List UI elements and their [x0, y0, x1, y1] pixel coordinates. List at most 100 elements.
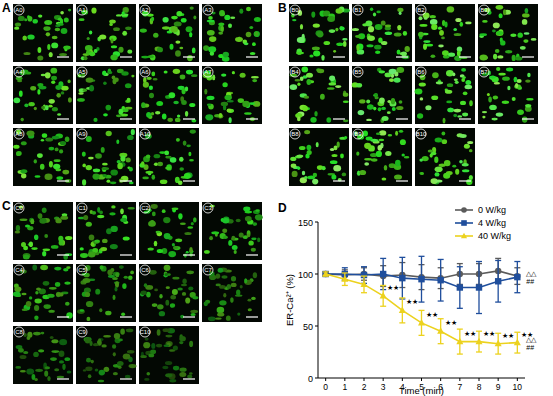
cell: [59, 53, 67, 56]
micrograph: A8: [13, 128, 73, 186]
micrograph: C7: [202, 264, 262, 322]
micrograph-bg: [415, 128, 475, 186]
micrograph: C1: [76, 202, 136, 260]
legend-marker: [461, 207, 467, 213]
cell: [125, 83, 132, 88]
cell: [16, 225, 20, 231]
cell: [111, 205, 115, 208]
cell: [123, 108, 129, 112]
cell: [462, 169, 469, 172]
cell: [58, 236, 63, 242]
cell: [211, 231, 219, 234]
micrograph-bg: [13, 264, 73, 322]
legend: 0 W/kg4 W/kg40 W/kg: [455, 205, 511, 241]
x-tick: [479, 378, 480, 381]
cell: [457, 51, 461, 57]
cell: [364, 158, 372, 161]
cell: [156, 231, 161, 234]
cell: [35, 175, 41, 178]
tile-badge: [140, 67, 150, 77]
cell: [113, 372, 118, 375]
cell: [209, 236, 213, 240]
cell: [93, 169, 100, 173]
tile-label: C4: [15, 267, 23, 273]
tile-badge: [77, 327, 87, 337]
cell: [489, 75, 495, 78]
y-tick-label: 150: [298, 218, 313, 228]
cell: [469, 149, 473, 152]
error-bar: [514, 332, 520, 353]
cell: [173, 69, 180, 74]
y-tick: [315, 326, 318, 327]
cell: [153, 33, 158, 38]
cell: [247, 230, 251, 236]
scale-bar: [57, 316, 69, 317]
cell: [151, 17, 154, 21]
cell: [252, 222, 257, 226]
cell: [438, 27, 442, 30]
scale-bar: [57, 378, 69, 379]
x-tick-label: 9: [496, 382, 501, 392]
cell: [44, 234, 48, 238]
cell: [33, 352, 39, 357]
cell: [44, 20, 52, 25]
micrograph-bg: [76, 326, 136, 384]
scale-bar: [183, 118, 195, 119]
cell: [321, 55, 324, 61]
cell: [62, 364, 65, 370]
cell: [88, 157, 94, 160]
tile-label: A10: [140, 131, 151, 137]
cell: [191, 74, 197, 77]
cell: [94, 240, 100, 243]
cell: [379, 130, 386, 135]
cell: [102, 71, 106, 76]
tile-label: C6: [141, 267, 149, 273]
cell: [297, 167, 300, 170]
series-line: [326, 274, 518, 344]
cell: [517, 110, 524, 115]
cell: [146, 155, 151, 159]
cell: [37, 89, 40, 95]
cell: [18, 16, 25, 21]
cell: [38, 213, 43, 219]
cell: [47, 376, 50, 381]
cell: [462, 163, 469, 166]
cell: [203, 45, 209, 51]
point: [437, 277, 443, 283]
cell: [453, 28, 457, 31]
cell: [122, 283, 126, 289]
cell: [128, 276, 133, 281]
cell: [29, 241, 33, 247]
cell: [23, 254, 30, 259]
cell: [122, 218, 126, 222]
cell: [51, 80, 55, 84]
cell: [49, 161, 53, 167]
cell: [223, 236, 228, 239]
error-cap: [342, 267, 348, 268]
tile-badge: [416, 67, 426, 77]
cell: [374, 45, 381, 50]
cell: [252, 79, 257, 82]
cell: [243, 207, 250, 212]
cell: [182, 292, 186, 296]
scale-bar: [396, 56, 408, 57]
cell: [27, 336, 31, 340]
point: [399, 307, 406, 313]
cell: [515, 56, 522, 60]
cell: [219, 113, 223, 118]
cell: [306, 73, 313, 78]
tile-badge: [140, 129, 150, 139]
cell: [83, 215, 88, 220]
cell: [226, 316, 231, 321]
cell: [343, 101, 349, 104]
cell: [391, 98, 395, 104]
cell: [99, 35, 106, 40]
cell: [16, 151, 22, 156]
cell: [313, 173, 317, 177]
x-tick: [498, 378, 499, 381]
cell: [108, 275, 115, 278]
cell: [48, 105, 52, 108]
cell: [54, 368, 59, 371]
error-bar: [476, 331, 482, 352]
tile-badge: [353, 5, 363, 15]
